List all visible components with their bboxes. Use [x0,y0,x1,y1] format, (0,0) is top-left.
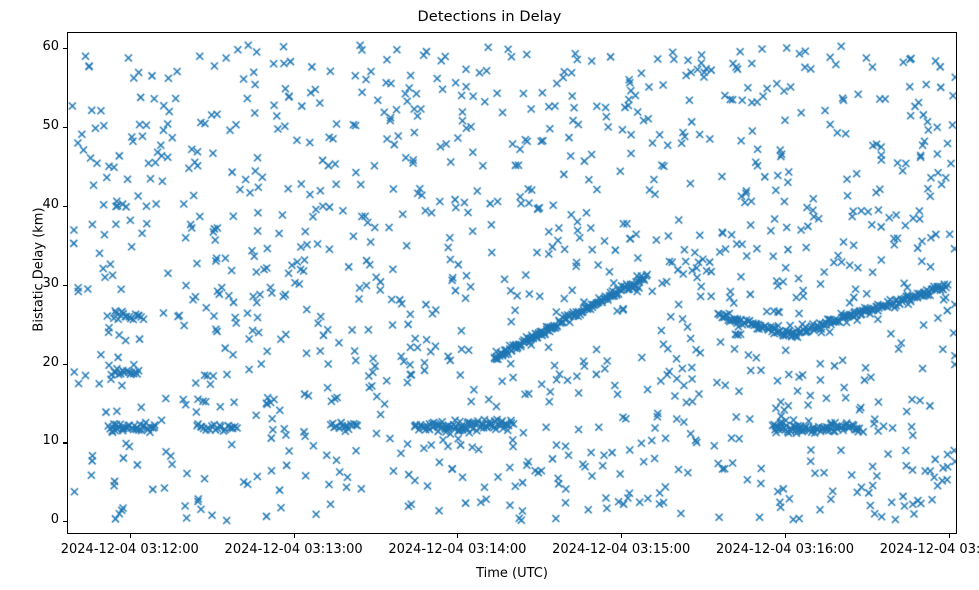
y-axis-tick-mark [63,205,67,207]
plot-area [67,32,957,534]
x-axis-tick-mark [457,534,459,538]
y-axis-tick-mark [63,442,67,444]
y-axis-tick-mark [63,284,67,286]
x-axis-tick-label: 2024-12-04 03:12:00 [60,542,199,557]
x-axis-tick-mark [129,534,131,538]
y-axis-tick-label: 40 [42,196,59,212]
y-axis-tick-mark [63,521,67,523]
x-axis-tick-mark [621,534,623,538]
chart-title: Detections in Delay [417,9,562,25]
x-axis-tick-label: 2024-12-04 03:16:00 [715,542,855,557]
scatter-plot-canvas [68,33,956,533]
y-axis-tick-label: 20 [42,354,59,370]
x-axis-tick-label: 2024-12-04 03:17:00 [879,542,979,557]
x-axis-tick-label: 2024-12-04 03:14:00 [388,542,527,557]
y-axis-tick-label: 0 [50,512,59,528]
x-axis-tick-mark [785,534,787,538]
x-axis-label: Time (UTC) [476,566,548,581]
y-axis-tick-mark [63,126,67,128]
x-axis-tick-label: 2024-12-04 03:15:00 [552,542,691,557]
y-axis-tick-mark [63,47,67,49]
x-axis-tick-mark [948,534,950,538]
y-axis-tick-label: 50 [42,117,59,133]
y-axis-tick-label: 30 [42,275,59,291]
y-axis-tick-label: 60 [42,38,59,54]
x-axis-tick-label: 2024-12-04 03:13:00 [224,542,363,557]
y-axis-tick-mark [63,363,67,365]
y-axis-tick-label: 10 [42,433,59,449]
x-axis-tick-mark [293,534,295,538]
